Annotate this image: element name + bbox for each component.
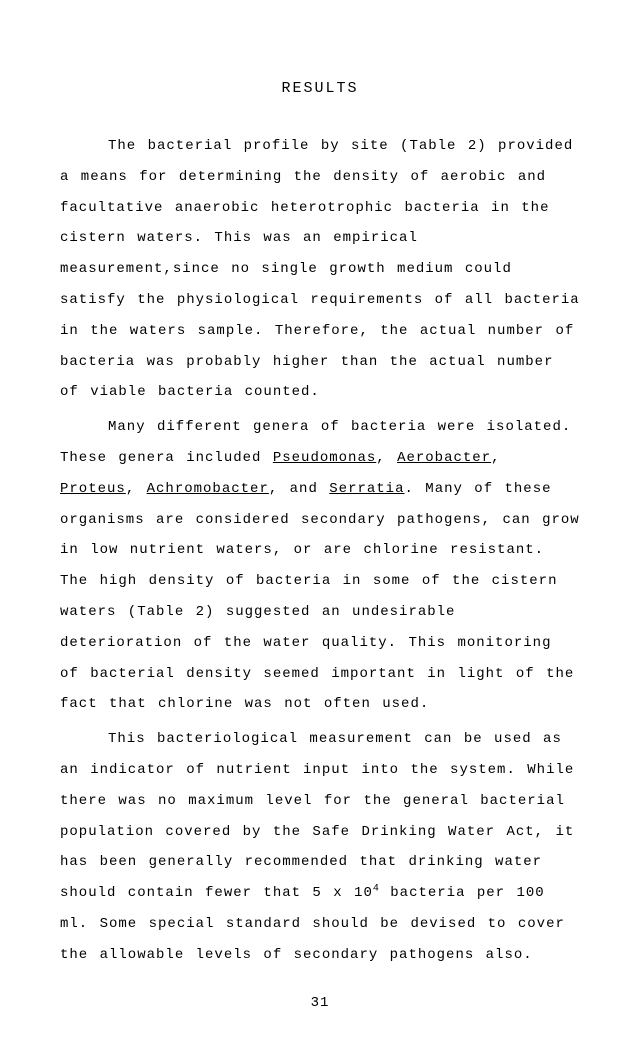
section-title: RESULTS bbox=[60, 80, 580, 97]
p2-tail: . Many of these organisms are considered… bbox=[60, 481, 580, 713]
sep: , bbox=[491, 450, 500, 466]
paragraph-2: Many different genera of bacteria were i… bbox=[60, 412, 580, 720]
genus-proteus: Proteus bbox=[60, 481, 126, 497]
genus-achromobacter: Achromobacter bbox=[147, 481, 269, 497]
genus-aerobacter: Aerobacter bbox=[397, 450, 491, 466]
page-number: 31 bbox=[60, 995, 580, 1011]
p3-part1: This bacteriological measurement can be … bbox=[60, 731, 574, 901]
paragraph-3: This bacteriological measurement can be … bbox=[60, 724, 580, 970]
sep: , bbox=[126, 481, 147, 497]
document-page: RESULTS The bacterial profile by site (T… bbox=[0, 0, 630, 1051]
paragraph-1: The bacterial profile by site (Table 2) … bbox=[60, 131, 580, 408]
sep: , bbox=[376, 450, 397, 466]
genus-serratia: Serratia bbox=[329, 481, 404, 497]
genus-pseudomonas: Pseudomonas bbox=[273, 450, 376, 466]
sep: , and bbox=[269, 481, 329, 497]
